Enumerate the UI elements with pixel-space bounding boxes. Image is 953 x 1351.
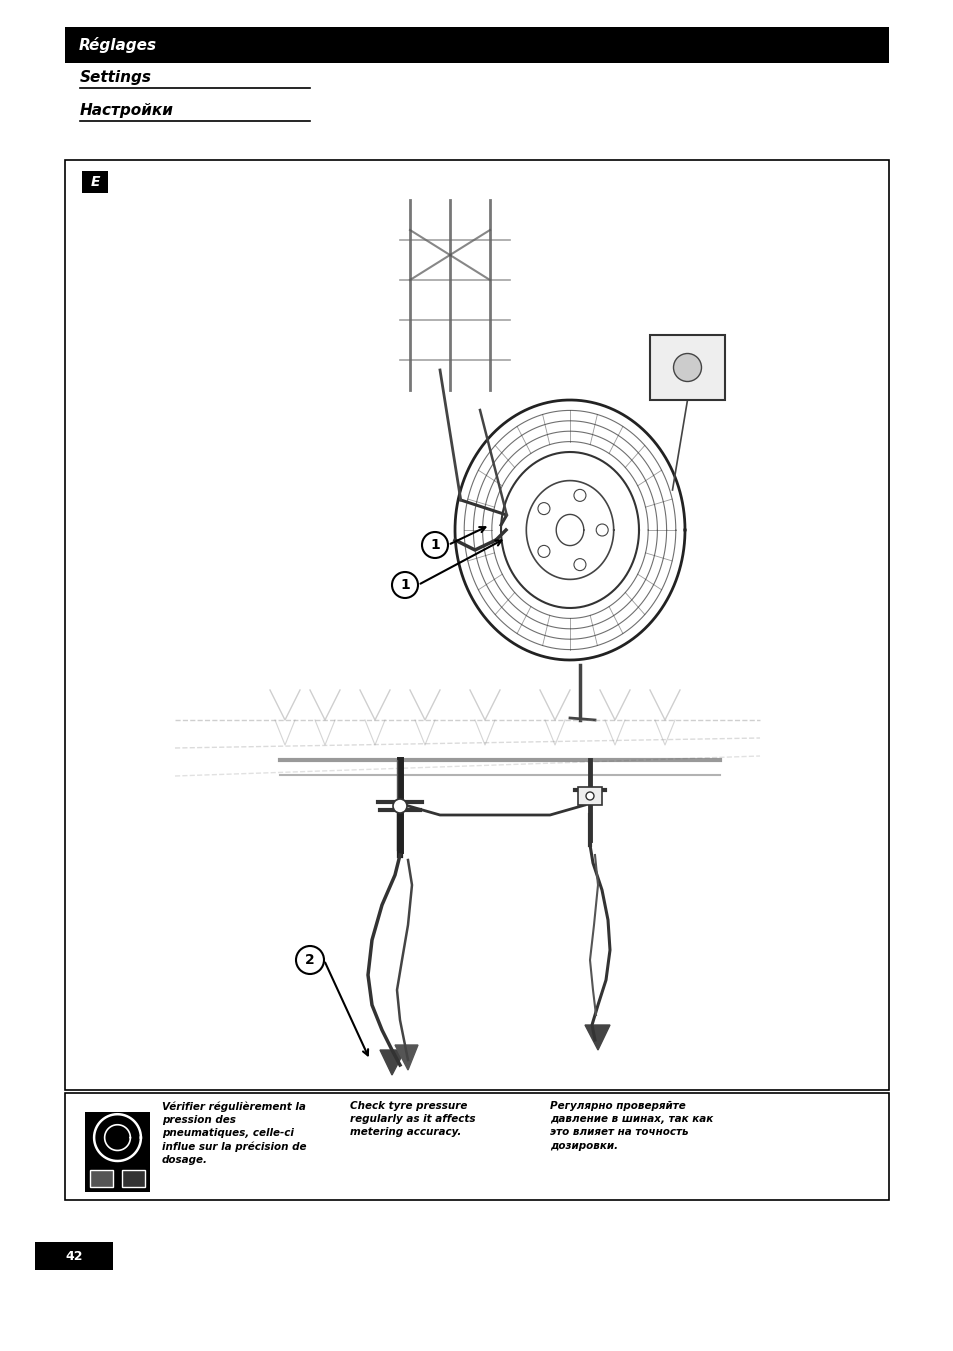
Circle shape [585,792,594,800]
Text: 42: 42 [65,1250,83,1262]
Circle shape [295,946,324,974]
Bar [122,1170,145,1188]
Bar [82,172,108,193]
Text: Check tyre pressure
regularly as it affects
metering accuracy.: Check tyre pressure regularly as it affe… [350,1101,475,1138]
Circle shape [392,571,417,598]
Bar [91,1170,112,1188]
Bar [649,335,724,400]
Text: Vérifier régulièrement la
pression des
pneumatiques, celle-ci
influe sur la préc: Vérifier régulièrement la pression des p… [162,1101,306,1165]
Circle shape [574,489,585,501]
Polygon shape [584,1025,609,1050]
Circle shape [421,532,448,558]
Text: Настройки: Настройки [80,103,173,118]
Text: 1: 1 [399,578,410,592]
Text: Réglages: Réglages [79,36,157,53]
Text: E: E [91,176,100,189]
Circle shape [537,546,549,558]
Text: Регулярно проверяйте
давление в шинах, так как
это влияет на точность
дозировки.: Регулярно проверяйте давление в шинах, т… [550,1101,713,1151]
Circle shape [574,558,585,570]
Bar [85,1112,150,1192]
Circle shape [393,798,407,813]
Circle shape [537,503,549,515]
Circle shape [596,524,608,536]
Bar [35,1242,112,1270]
Bar [578,788,601,805]
Polygon shape [379,1050,405,1075]
Bar [65,1093,888,1200]
Circle shape [673,354,700,381]
Text: 2: 2 [305,952,314,967]
Bar [65,159,888,1090]
Polygon shape [395,1046,417,1070]
Text: 1: 1 [430,538,439,553]
Bar [65,27,888,63]
Text: Settings: Settings [80,70,152,85]
